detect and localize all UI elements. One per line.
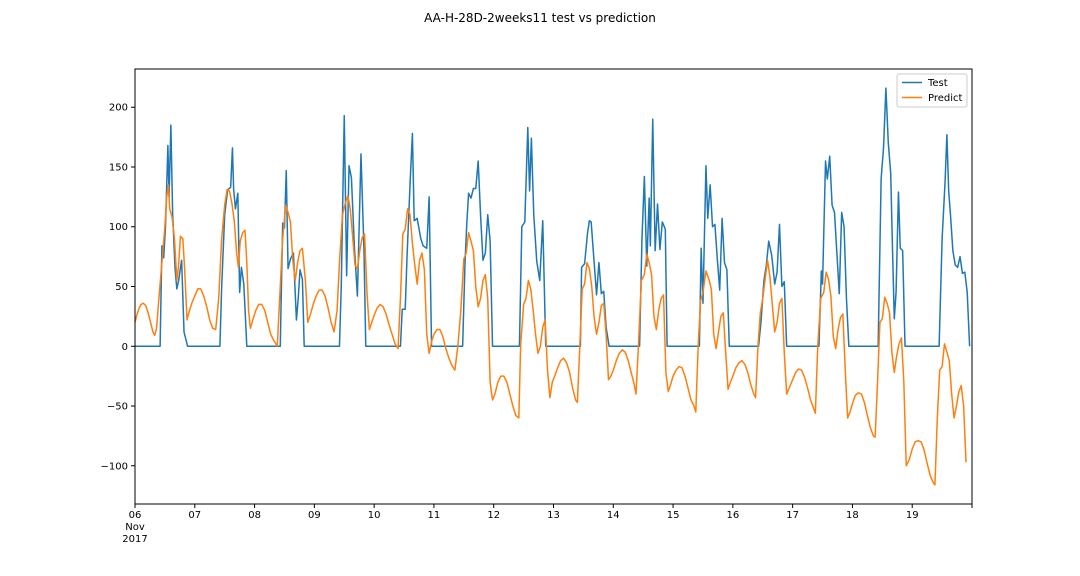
y-tick-label: 50 bbox=[115, 282, 128, 293]
y-tick-label: −100 bbox=[101, 461, 128, 472]
x-tick-label: 09 bbox=[308, 510, 321, 521]
legend-label-test: Test bbox=[927, 78, 948, 89]
x-tick-label: 10 bbox=[368, 510, 381, 521]
x-tick-label: 07 bbox=[188, 510, 201, 521]
x-tick-sublabel: 2017 bbox=[122, 534, 147, 545]
x-tick-label: 13 bbox=[547, 510, 560, 521]
x-tick-label: 11 bbox=[428, 510, 441, 521]
x-tick-label: 18 bbox=[846, 510, 859, 521]
x-tick-label: 14 bbox=[607, 510, 620, 521]
y-tick-label: 100 bbox=[109, 222, 128, 233]
x-tick-label: 08 bbox=[248, 510, 261, 521]
y-tick-label: 150 bbox=[109, 162, 128, 173]
x-tick-label: 17 bbox=[786, 510, 799, 521]
x-tick-label: 16 bbox=[726, 510, 739, 521]
x-tick-sublabel: Nov bbox=[125, 522, 145, 533]
x-tick-label: 19 bbox=[906, 510, 919, 521]
x-tick-label: 06 bbox=[129, 510, 142, 521]
chart-title: AA-H-28D-2weeks11 test vs prediction bbox=[424, 11, 656, 25]
x-tick-label: 12 bbox=[487, 510, 500, 521]
x-tick-label: 15 bbox=[667, 510, 680, 521]
series-line-test bbox=[135, 87, 971, 347]
plot-lines bbox=[134, 87, 971, 486]
y-tick-label: −50 bbox=[107, 402, 128, 413]
series-line-predict bbox=[134, 184, 967, 486]
y-tick-label: 200 bbox=[109, 103, 128, 114]
legend-label-predict: Predict bbox=[928, 93, 963, 104]
y-axis: −100 −50 0 50 100 150 200 bbox=[101, 103, 135, 472]
legend: Test Predict bbox=[896, 73, 968, 108]
y-tick-label: 0 bbox=[122, 342, 128, 353]
